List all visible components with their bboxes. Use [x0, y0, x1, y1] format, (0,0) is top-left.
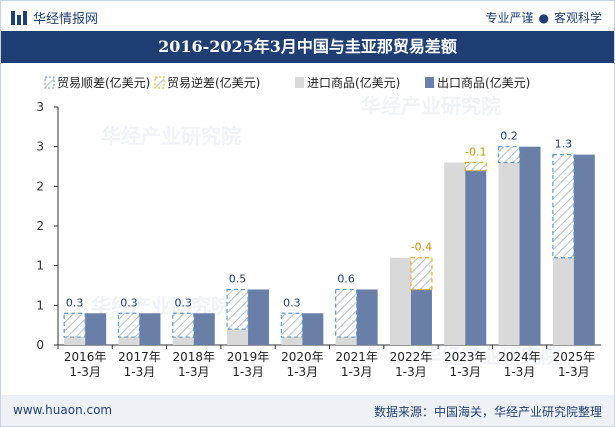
- x-tick-label: 2017年: [118, 350, 161, 364]
- chart-title: 2016-2025年3月中国与圭亚那贸易差额: [1, 31, 614, 63]
- legend: 贸易顺差(亿美元) 贸易逆差(亿美元) 进口商品(亿美元) 出口商品(亿美元): [44, 75, 530, 90]
- import-bar: [444, 162, 466, 345]
- surplus-bar: [552, 153, 575, 259]
- legend-swatch: [295, 77, 304, 88]
- x-tick-label: 1-3月: [395, 365, 427, 379]
- balance-label: 0.3: [66, 296, 84, 309]
- surplus-bar: [117, 312, 141, 338]
- balance-label: 0.3: [120, 296, 138, 309]
- brand-name: 华经情报网: [33, 12, 99, 27]
- deficit-bar: [464, 161, 487, 172]
- legend-swatch: [425, 77, 434, 88]
- axes: 01122332016年1-3月2017年1-3月2018年1-3月2019年1…: [36, 100, 601, 379]
- x-tick-label: 2019年: [227, 350, 270, 364]
- svg-text:华经产业研究院: 华经产业研究院: [421, 344, 561, 368]
- legend-label: 出口商品(亿美元): [437, 75, 530, 90]
- surplus-bar: [497, 146, 521, 164]
- x-tick-label: 1-3月: [287, 365, 319, 379]
- import-bar: [227, 329, 249, 345]
- x-tick-label: 2021年: [335, 350, 378, 364]
- import-bar: [335, 337, 357, 345]
- balance-label: 0.6: [337, 272, 355, 285]
- balance-label: 1.3: [555, 138, 573, 151]
- export-bar: [410, 289, 432, 345]
- x-tick-label: 1-3月: [69, 365, 101, 379]
- svg-text:华经产业研究院: 华经产业研究院: [361, 94, 501, 118]
- balance-label: 0.3: [283, 296, 301, 309]
- y-tick-label: 1: [36, 259, 44, 273]
- y-tick-label: 3: [36, 100, 44, 114]
- chart-canvas: 华经产业研究院 华经产业研究院 华经产业研究院 华经产业研究院 贸易顺差(亿美元…: [36, 75, 601, 379]
- surplus-bar: [172, 312, 195, 338]
- surplus-bar: [226, 288, 249, 330]
- x-tick-label: 2016年: [64, 350, 107, 364]
- export-bar: [302, 313, 324, 345]
- balance-label: 0.3: [175, 296, 193, 309]
- balance-label: 0.5: [229, 272, 247, 285]
- export-bar: [248, 289, 270, 345]
- bars: [63, 146, 595, 345]
- x-tick-label: 2022年: [390, 350, 433, 364]
- footer: www.huaon.com 数据来源：中国海关，华经产业研究院整理: [1, 395, 614, 426]
- x-tick-label: 2018年: [172, 350, 215, 364]
- import-bar: [118, 337, 140, 345]
- x-tick-label: 1-3月: [504, 365, 536, 379]
- balance-label: 0.2: [500, 130, 518, 143]
- x-tick-label: 1-3月: [232, 365, 264, 379]
- tagline-right: 客观科学: [553, 11, 602, 25]
- x-tick-label: 1-3月: [124, 365, 156, 379]
- surplus-bar: [335, 288, 358, 338]
- brand[interactable]: 华经情报网: [11, 8, 98, 27]
- x-tick-label: 1-3月: [449, 365, 481, 379]
- x-tick-label: 2024年: [498, 350, 541, 364]
- export-bar: [139, 313, 161, 345]
- surplus-bar: [280, 312, 303, 338]
- export-bar: [193, 313, 215, 345]
- y-tick-label: 2: [36, 179, 44, 193]
- import-bar: [498, 162, 520, 345]
- data-labels: 0.3 0.3 0.3 0.5 0.3 0.6 -0.4 -0.1 0.2 1.3: [66, 130, 572, 310]
- y-tick-label: 2: [36, 219, 44, 233]
- import-bar: [172, 337, 194, 345]
- y-tick-label: 1: [36, 298, 44, 312]
- x-tick-label: 1-3月: [341, 365, 373, 379]
- legend-label: 贸易逆差(亿美元): [167, 75, 260, 90]
- import-bar: [389, 257, 411, 345]
- tagline: 专业严谨 ● 客观科学: [485, 9, 602, 26]
- x-tick-label: 2023年: [444, 350, 487, 364]
- export-bar: [85, 313, 107, 345]
- svg-text:华经产业研究院: 华经产业研究院: [101, 124, 241, 148]
- x-tick-label: 2025年: [553, 350, 596, 364]
- import-bar: [552, 257, 574, 345]
- top-bar: 华经情报网 专业严谨 ● 客观科学: [1, 1, 614, 31]
- deficit-bar: [410, 257, 433, 291]
- export-bar: [356, 289, 378, 345]
- x-tick-label: 2020年: [281, 350, 324, 364]
- footer-url[interactable]: www.huaon.com: [13, 403, 113, 417]
- export-bar: [573, 154, 595, 345]
- x-tick-label: 1-3月: [558, 365, 590, 379]
- x-tick-label: 1-3月: [178, 365, 210, 379]
- footer-source: 数据来源：中国海关，华经产业研究院整理: [373, 405, 602, 419]
- y-tick-label: 3: [36, 140, 44, 154]
- legend-swatch: [44, 76, 55, 89]
- export-bar: [519, 146, 541, 345]
- surplus-bar: [63, 312, 86, 338]
- legend-swatch: [154, 76, 165, 89]
- legend-label: 贸易顺差(亿美元): [57, 75, 150, 90]
- tagline-left: 专业严谨: [485, 11, 534, 25]
- import-bar: [281, 337, 303, 345]
- brand-logo-icon: [11, 10, 27, 25]
- balance-label: -0.1: [465, 146, 486, 159]
- y-tick-label: 0: [36, 338, 44, 352]
- legend-label: 进口商品(亿美元): [307, 75, 400, 90]
- import-bar: [64, 337, 86, 345]
- export-bar: [465, 170, 487, 345]
- balance-label: -0.4: [411, 241, 432, 254]
- bullet-icon: ●: [538, 11, 549, 25]
- watermarks: 华经产业研究院 华经产业研究院 华经产业研究院 华经产业研究院: [91, 94, 561, 368]
